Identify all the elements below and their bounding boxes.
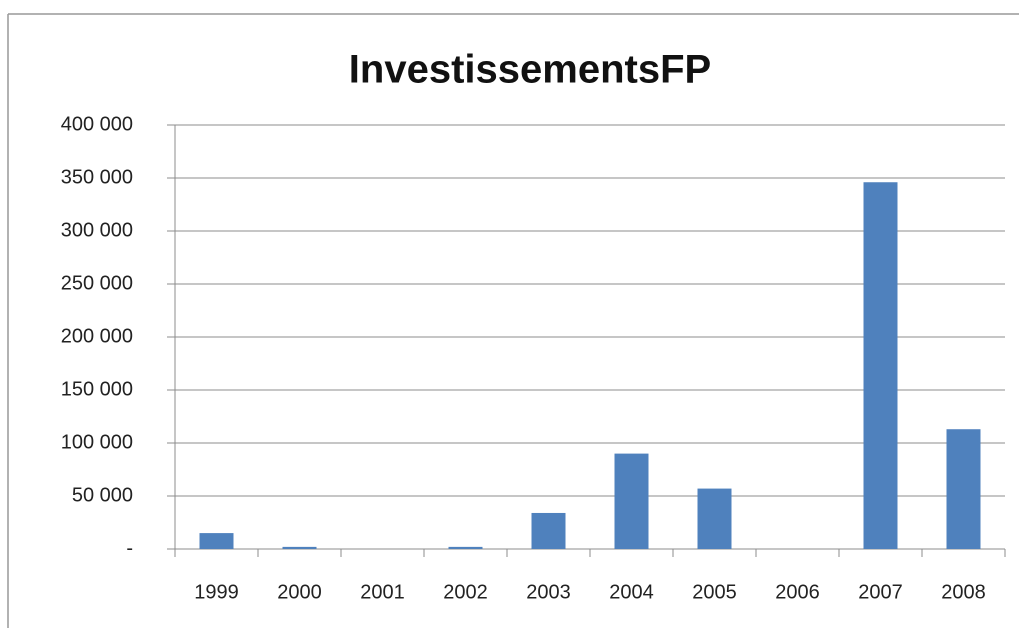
y-tick-label: 200 000 bbox=[61, 325, 133, 347]
x-tick-label: 2006 bbox=[775, 581, 820, 603]
y-tick-label: 100 000 bbox=[61, 431, 133, 453]
x-tick-label: 2002 bbox=[443, 581, 488, 603]
y-tick-label: 150 000 bbox=[61, 378, 133, 400]
bar bbox=[282, 546, 317, 549]
x-tick-label: 2003 bbox=[526, 581, 571, 603]
x-tick-label: 1999 bbox=[194, 581, 239, 603]
x-tick-label: 2004 bbox=[609, 581, 654, 603]
chart-title: InvestissementsFP bbox=[349, 48, 711, 92]
bar bbox=[863, 182, 898, 550]
bar bbox=[614, 453, 649, 549]
x-tick-label: 2007 bbox=[858, 581, 903, 603]
y-tick-label: 400 000 bbox=[61, 113, 133, 135]
y-tick-label: 300 000 bbox=[61, 219, 133, 241]
bar bbox=[946, 429, 981, 549]
x-tick-label: 2001 bbox=[360, 581, 405, 603]
bar bbox=[199, 533, 234, 549]
bar bbox=[448, 546, 483, 549]
y-tick-label: 250 000 bbox=[61, 272, 133, 294]
y-tick-label: - bbox=[126, 537, 133, 559]
x-tick-label: 2000 bbox=[277, 581, 322, 603]
y-tick-label: 50 000 bbox=[72, 484, 133, 506]
y-tick-label: 350 000 bbox=[61, 166, 133, 188]
bar bbox=[697, 488, 732, 549]
bar bbox=[531, 512, 566, 549]
x-tick-label: 2008 bbox=[941, 581, 986, 603]
x-tick-label: 2005 bbox=[692, 581, 737, 603]
